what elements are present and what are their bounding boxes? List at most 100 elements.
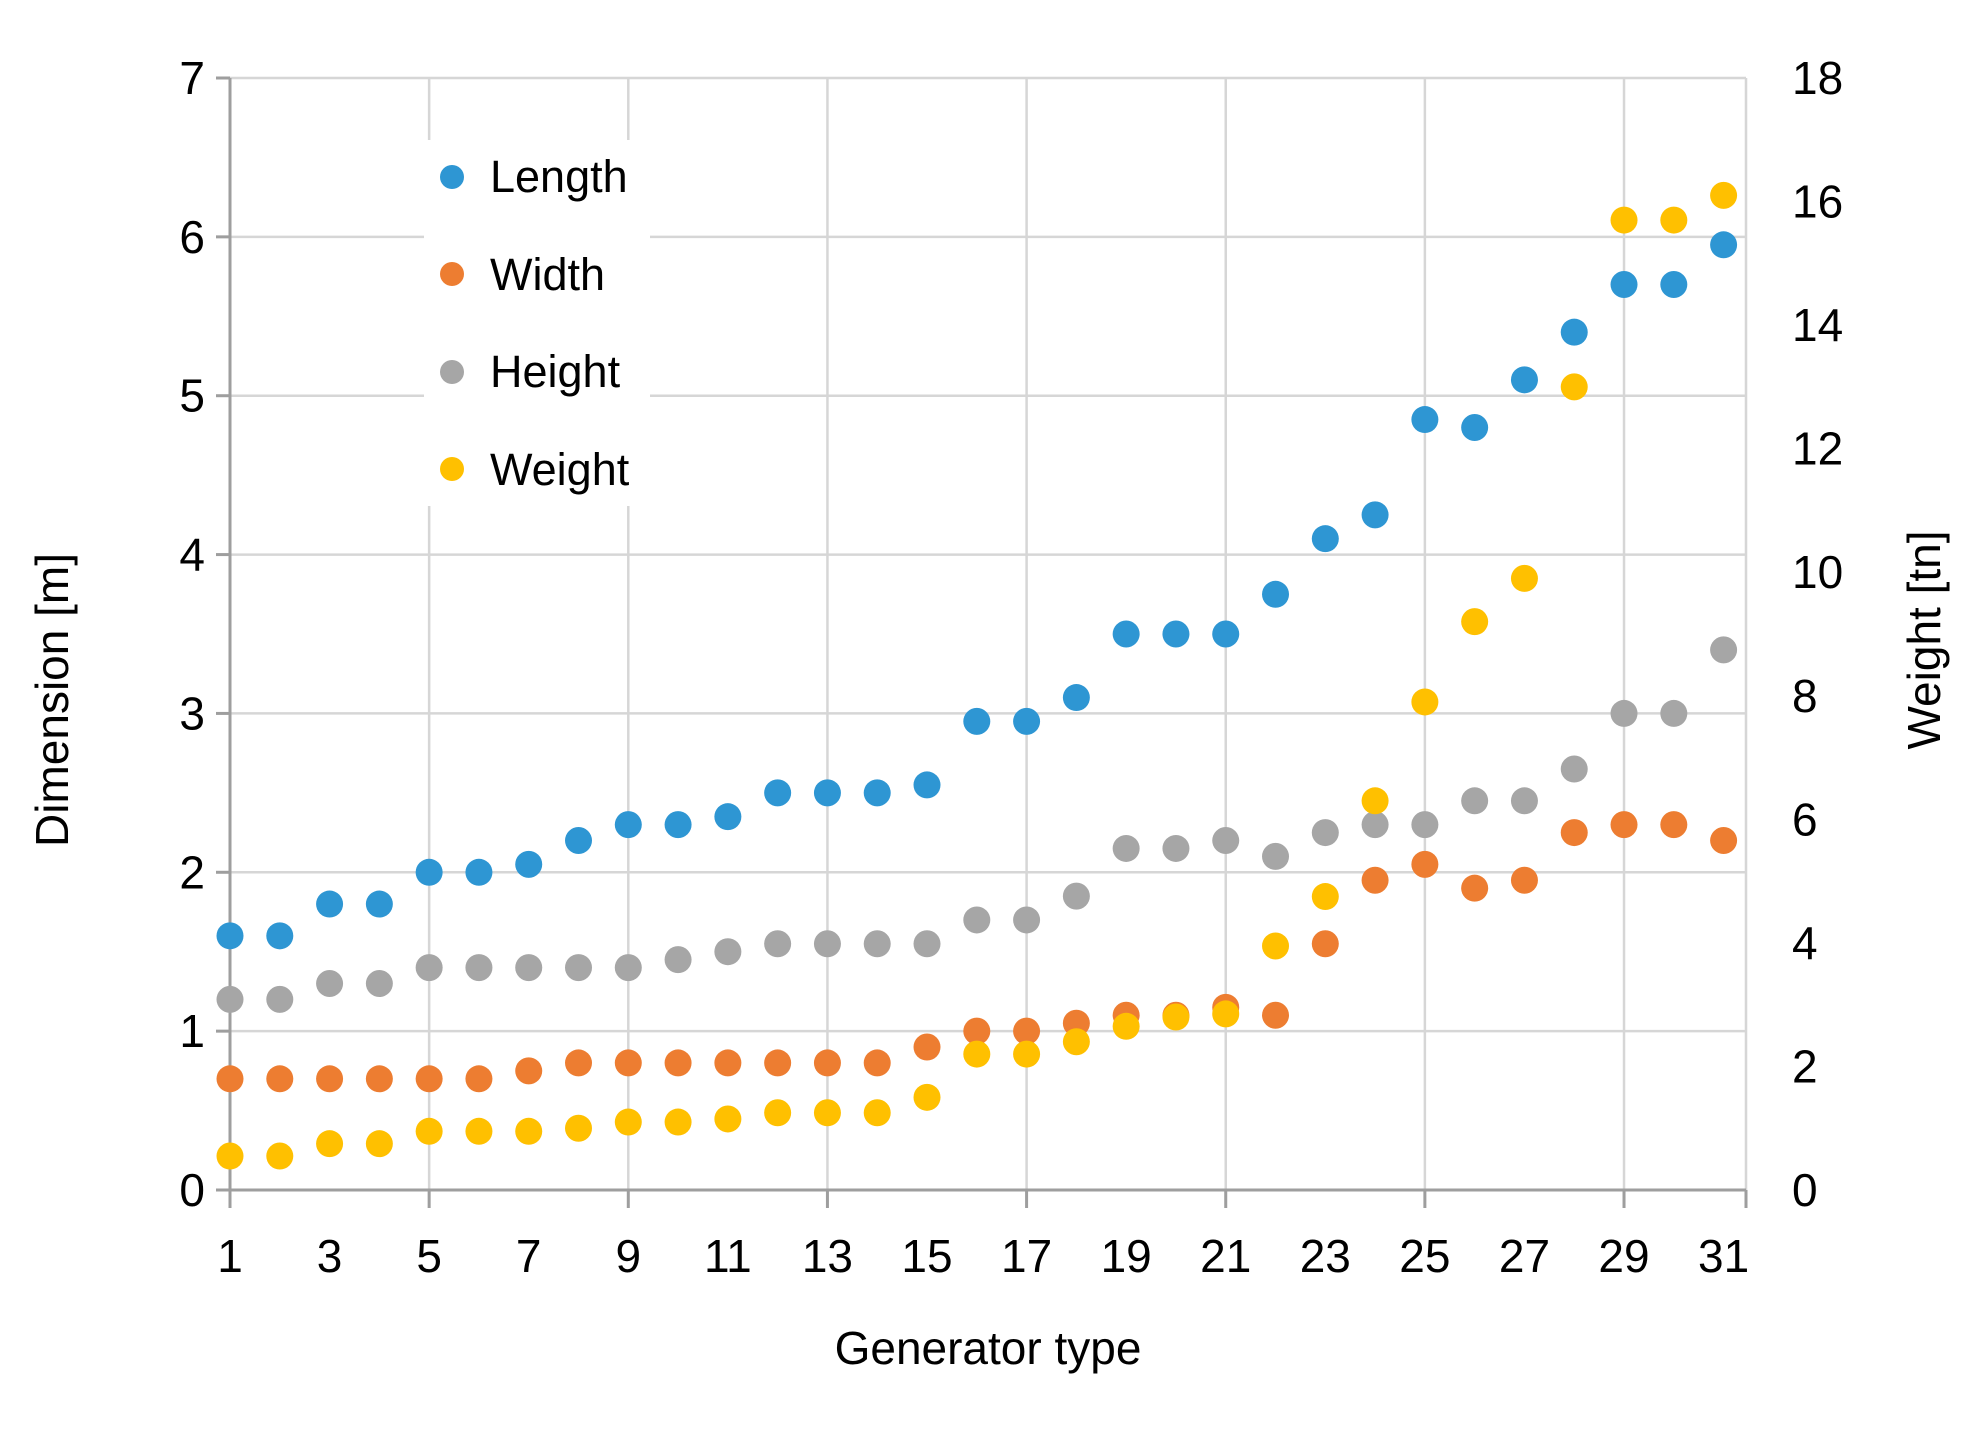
x-tick-label: 15 (901, 1230, 952, 1282)
data-point-length (1710, 231, 1738, 259)
x-tick-label: 21 (1200, 1230, 1251, 1282)
data-point-width (813, 1049, 841, 1077)
data-point-length (1262, 580, 1290, 608)
y-axis-title-left: Dimension [m] (26, 553, 78, 847)
y-left-tick-label: 3 (179, 687, 205, 739)
y-right-tick-label: 0 (1792, 1164, 1818, 1216)
x-tick-label: 13 (802, 1230, 853, 1282)
data-point-height (664, 946, 692, 974)
x-tick-label: 11 (704, 1230, 752, 1282)
data-point-height (863, 930, 891, 958)
data-point-weight (216, 1142, 244, 1170)
x-tick-label: 17 (1001, 1230, 1052, 1282)
data-point-width (266, 1065, 294, 1093)
data-point-height (614, 954, 642, 982)
x-tick-label: 31 (1698, 1230, 1749, 1282)
data-point-height (465, 954, 493, 982)
data-point-length (614, 811, 642, 839)
data-point-height (1311, 819, 1339, 847)
data-point-height (1212, 827, 1240, 855)
data-point-height (1013, 906, 1041, 934)
data-point-width (1660, 811, 1688, 839)
legend-item-weight: Weight (440, 447, 642, 492)
data-point-width (216, 1065, 244, 1093)
data-point-width (1013, 1017, 1041, 1045)
data-point-height (1610, 699, 1638, 727)
legend-item-width: Width (440, 252, 642, 297)
data-point-height (1162, 834, 1190, 862)
data-point-width (415, 1065, 443, 1093)
data-point-width (1361, 866, 1389, 894)
data-point-length (863, 779, 891, 807)
y-left-tick-label: 7 (179, 52, 205, 104)
x-axis-title: Generator type (834, 1322, 1142, 1374)
data-point-width (1710, 827, 1738, 855)
data-point-length (764, 779, 792, 807)
data-point-weight (1112, 1012, 1140, 1040)
data-point-width (465, 1065, 493, 1093)
data-point-weight (1660, 206, 1688, 234)
data-point-length (963, 707, 991, 735)
data-point-weight (465, 1117, 493, 1145)
data-point-width (1461, 874, 1489, 902)
data-point-length (1510, 366, 1538, 394)
y-left-tick-label: 2 (179, 846, 205, 898)
x-tick-label: 29 (1598, 1230, 1649, 1282)
data-point-weight (515, 1117, 543, 1145)
data-point-weight (963, 1040, 991, 1068)
data-point-weight (1013, 1040, 1041, 1068)
data-point-weight (266, 1142, 294, 1170)
data-point-width (1610, 811, 1638, 839)
data-point-weight (863, 1099, 891, 1127)
data-point-width (565, 1049, 593, 1077)
data-point-length (1212, 620, 1240, 648)
data-point-height (515, 954, 543, 982)
data-point-length (565, 827, 593, 855)
data-point-weight (1510, 564, 1538, 592)
data-point-weight (1262, 932, 1290, 960)
data-point-width (1560, 819, 1588, 847)
data-point-width (963, 1017, 991, 1045)
weight-series-dot-icon (440, 457, 464, 482)
x-tick-label: 19 (1101, 1230, 1152, 1282)
data-point-width (365, 1065, 393, 1093)
data-point-height (1411, 811, 1439, 839)
data-point-length (913, 771, 941, 799)
y-left-tick-label: 1 (179, 1005, 205, 1057)
x-tick-label: 7 (516, 1230, 542, 1282)
data-point-weight (316, 1130, 344, 1158)
data-point-length (1013, 707, 1041, 735)
data-point-width (1062, 1009, 1090, 1037)
data-point-weight (913, 1083, 941, 1111)
data-point-width (664, 1049, 692, 1077)
data-point-length (1610, 271, 1638, 299)
x-tick-label: 9 (615, 1230, 641, 1282)
y-right-tick-label: 14 (1792, 299, 1843, 351)
data-point-weight (565, 1114, 593, 1142)
data-point-weight (614, 1108, 642, 1136)
data-point-height (764, 930, 792, 958)
data-point-weight (1062, 1028, 1090, 1056)
x-tick-label: 3 (317, 1230, 343, 1282)
legend-label-height: Height (490, 346, 621, 398)
data-point-length (216, 922, 244, 950)
x-tick-label: 25 (1399, 1230, 1450, 1282)
data-point-weight (664, 1108, 692, 1136)
y-left-tick-label: 5 (179, 370, 205, 422)
y-right-tick-label: 10 (1792, 546, 1843, 598)
y-right-tick-label: 6 (1792, 793, 1818, 845)
data-point-length (465, 858, 493, 886)
data-point-length (515, 850, 543, 878)
data-point-weight (1361, 787, 1389, 815)
data-point-weight (1311, 883, 1339, 911)
y-right-tick-label: 4 (1792, 917, 1818, 969)
data-point-weight (415, 1117, 443, 1145)
data-point-length (266, 922, 294, 950)
y-left-tick-label: 4 (179, 529, 205, 581)
data-point-length (1162, 620, 1190, 648)
data-point-weight (1411, 688, 1439, 716)
data-point-height (714, 938, 742, 966)
y-left-tick-label: 6 (179, 211, 205, 263)
legend: Length Width Height Weight (424, 140, 650, 506)
